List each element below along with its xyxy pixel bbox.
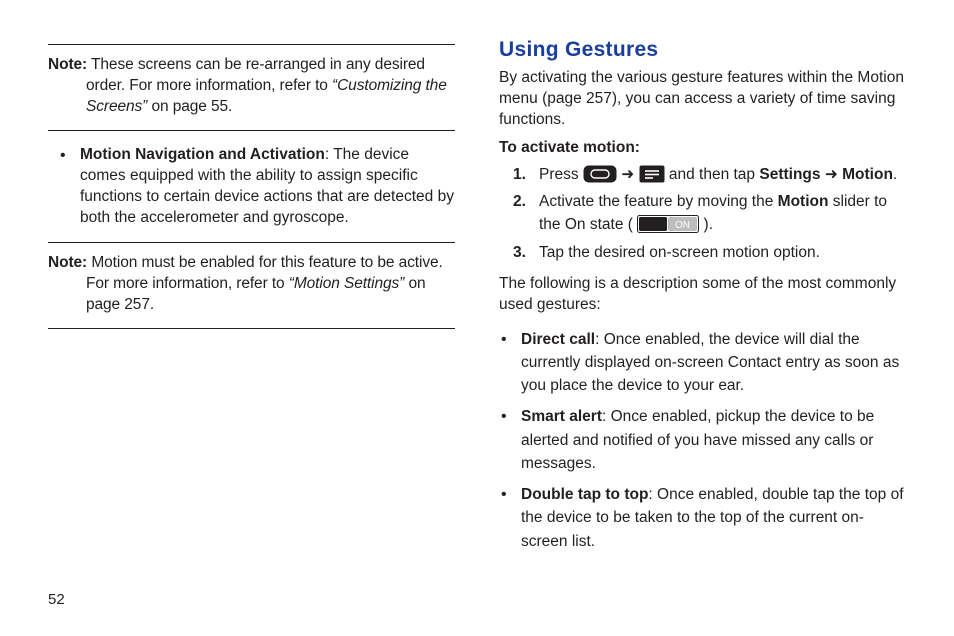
step-1: 1. Press ➜ and then tap Settings ➜ Motio… — [499, 161, 906, 188]
rule-mid1 — [48, 130, 455, 131]
step2-t1: Activate the feature by moving the — [539, 193, 778, 210]
note-ref-2: “Motion Settings” — [289, 275, 404, 292]
step-num-2: 2. — [513, 190, 526, 213]
bullet-direct-call: Direct call: Once enabled, the device wi… — [499, 324, 906, 402]
outro-para: The following is a description some of t… — [499, 274, 906, 316]
step-3: 3. Tap the desired on-screen motion opti… — [499, 239, 906, 266]
note-motion-settings: Note: Motion must be enabled for this fe… — [48, 249, 455, 322]
step-num: 1. — [513, 163, 526, 186]
motion-label: Motion — [842, 166, 893, 183]
step-text-2: and then tap — [669, 166, 760, 183]
smart-alert-heading: Smart alert — [521, 408, 602, 425]
page-number: 52 — [48, 591, 65, 608]
bullet-smart-alert: Smart alert: Once enabled, pickup the de… — [499, 401, 906, 479]
note-page: on page 55. — [147, 98, 232, 115]
intro-para: By activating the various gesture featur… — [499, 68, 906, 131]
on-toggle-icon: ON — [637, 215, 699, 233]
bullet-heading: Motion Navigation and Activation — [80, 146, 325, 163]
arrow-2: ➜ — [825, 166, 842, 183]
direct-call-heading: Direct call — [521, 331, 595, 348]
double-tap-heading: Double tap to top — [521, 486, 648, 503]
step2-t3: ). — [704, 216, 713, 233]
svg-text:ON: ON — [675, 220, 690, 231]
motion-slider-label: Motion — [778, 193, 829, 210]
step-num-3: 3. — [513, 241, 526, 264]
heading-using-gestures: Using Gestures — [499, 38, 906, 62]
bullet-double-tap: Double tap to top: Once enabled, double … — [499, 479, 906, 557]
rule-mid2 — [48, 242, 455, 243]
bullet-motion-nav: Motion Navigation and Activation: The de… — [48, 137, 455, 237]
right-column: Using Gestures By activating the various… — [477, 38, 906, 616]
step-2: 2. Activate the feature by moving the Mo… — [499, 188, 906, 239]
period: . — [893, 166, 897, 183]
home-key-icon — [583, 165, 617, 183]
rule-top — [48, 44, 455, 45]
subheading-activate: To activate motion: — [499, 139, 906, 157]
note-customizing: Note: These screens can be re-arranged i… — [48, 51, 455, 124]
left-column: Note: These screens can be re-arranged i… — [48, 38, 477, 616]
settings-label: Settings — [759, 166, 820, 183]
step-text: Press — [539, 166, 583, 183]
arrow-1: ➜ — [621, 166, 638, 183]
rule-bottom — [48, 328, 455, 329]
note-label: Note: — [48, 56, 87, 73]
step3-text: Tap the desired on-screen motion option. — [539, 244, 820, 261]
menu-key-icon — [639, 165, 665, 183]
manual-page: Note: These screens can be re-arranged i… — [0, 0, 954, 636]
note-label-2: Note: — [48, 254, 87, 271]
